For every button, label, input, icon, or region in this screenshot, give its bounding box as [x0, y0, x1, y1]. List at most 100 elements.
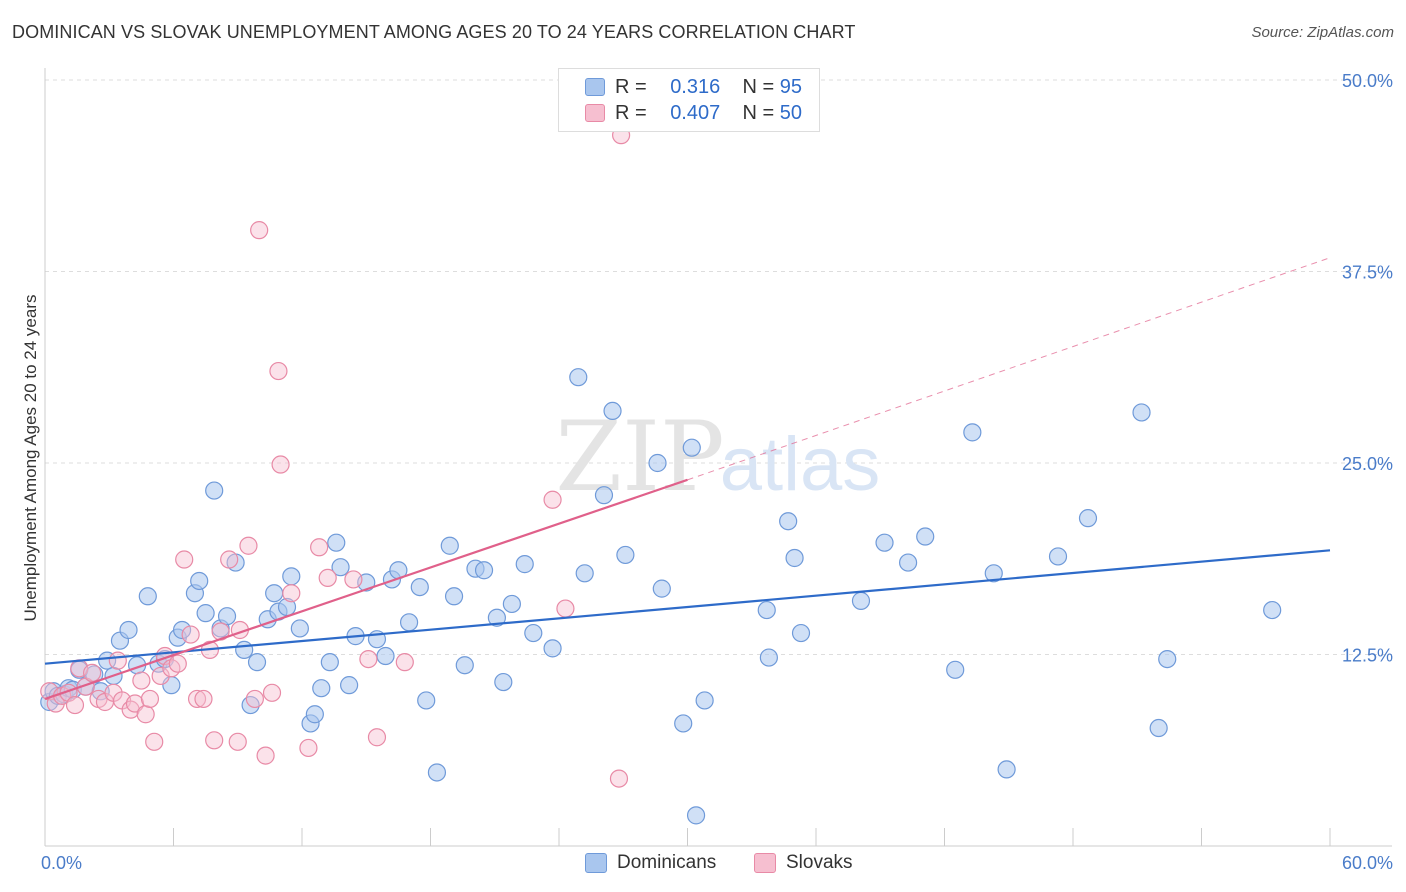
dominicans-point [603, 401, 622, 421]
slovaks-point [262, 683, 282, 702]
slovaks-point [181, 625, 200, 644]
dominicans-point [205, 481, 224, 500]
slovaks-point [609, 769, 629, 788]
legend-n-label: N = [742, 101, 775, 124]
dominicans-point [682, 438, 701, 457]
legend-r-label: R = [615, 75, 647, 98]
dominicans-point [502, 594, 521, 614]
legend-r-label: R = [615, 101, 647, 124]
dominicans-point [376, 646, 395, 666]
slovaks-point [344, 570, 363, 589]
dominicans-point [916, 527, 935, 546]
dominicans-point [1149, 718, 1168, 738]
slovaks-trend-line [44, 478, 688, 700]
slovaks-point [187, 689, 207, 709]
dominicans-point [190, 571, 209, 591]
legend-n-value: 95 [779, 75, 802, 98]
slovaks-point [250, 221, 269, 240]
slovaks-point [205, 731, 224, 750]
slovaks-point [145, 732, 164, 751]
dominicans-point [217, 607, 237, 626]
slovaks-point [299, 738, 318, 758]
slovaks-point [132, 671, 151, 690]
slovaks-point [318, 568, 337, 588]
dominicans-point [851, 591, 871, 610]
slovaks-point [310, 538, 329, 557]
y-tick-label: 25.0% [1342, 454, 1393, 474]
slovaks-point [256, 746, 275, 765]
slovaks-point [367, 728, 387, 747]
dominicans-label: Dominicans [617, 852, 717, 873]
legend-row-dominicans: R = 0.316 N = 95 [585, 75, 802, 99]
dominicans-point [791, 623, 811, 643]
legend-n-label: N = [742, 75, 775, 98]
dominicans-point [305, 705, 324, 724]
bottom-legend-dominicans: Dominicans [585, 852, 716, 874]
slovaks-point [220, 550, 239, 569]
slovaks-point [359, 649, 378, 669]
legend-r-value: 0.407 [670, 101, 721, 124]
slovaks-point [282, 584, 301, 603]
dominicans-swatch [585, 853, 607, 873]
dominicans-points [40, 368, 1282, 825]
legend-r-value: 0.316 [670, 75, 721, 98]
dominicans-point [312, 679, 331, 698]
grid-lines [45, 79, 1392, 655]
source-label: Source: ZipAtlas.com [1251, 24, 1394, 41]
y-tick-label: 50.0% [1342, 71, 1393, 91]
y-tick-label: 37.5% [1342, 263, 1393, 283]
dominicans-point [138, 587, 157, 606]
slovaks-point [175, 550, 194, 569]
dominicans-point [515, 555, 534, 574]
dominicans-point [247, 653, 267, 672]
dominicans-point [1158, 649, 1177, 669]
y-axis-label: Unemployment Among Ages 20 to 24 years [21, 295, 40, 622]
dominicans-point [524, 623, 543, 643]
dominicans-point [543, 639, 562, 658]
dominicans-point [410, 577, 429, 597]
dominicans-point [487, 608, 506, 627]
dominicans-point [196, 604, 215, 623]
dominicans-point [759, 648, 778, 667]
legend-n-value: 50 [779, 101, 802, 124]
dominicans-point [963, 423, 982, 442]
dominicans-point [875, 533, 894, 552]
dominicans-point [674, 714, 693, 733]
dominicans-point [98, 651, 117, 670]
slovaks-point [108, 651, 127, 670]
dominicans-point [616, 545, 635, 565]
slovaks-point [228, 732, 247, 751]
slovaks-point [556, 599, 575, 618]
dominicans-point [282, 567, 301, 586]
slovaks-points [40, 126, 631, 788]
slovaks-point [136, 705, 155, 724]
slovaks-point [245, 689, 264, 709]
watermark: ZIP atlas [555, 401, 880, 513]
dominicans-swatch [585, 78, 605, 96]
x-tick-label: 60.0% [1342, 853, 1393, 873]
slovaks-point [395, 653, 414, 672]
chart-title: DOMINICAN VS SLOVAK UNEMPLOYMENT AMONG A… [12, 22, 856, 42]
dominicans-point [1048, 547, 1068, 566]
slovaks-point [162, 659, 181, 678]
dominicans-point [575, 564, 594, 583]
trend-lines [44, 257, 1331, 700]
dominicans-point [340, 676, 359, 695]
dominicans-point [946, 660, 965, 679]
legend: R = 0.316 N = 95 R = 0.407 N = 50 [558, 68, 820, 132]
dominicans-point [569, 368, 588, 387]
dominicans-point [652, 579, 671, 598]
bottom-legend-slovaks: Slovaks [754, 852, 853, 874]
legend-row-slovaks: R = 0.407 N = 50 [585, 101, 802, 125]
dominicans-point [785, 548, 804, 568]
dominicans-point [984, 564, 1003, 583]
dominicans-point [594, 486, 614, 505]
slovaks-point [543, 490, 562, 509]
dominicans-point [399, 613, 419, 632]
dominicans-point [320, 653, 339, 672]
dominicans-point [997, 760, 1016, 779]
dominicans-point [290, 619, 309, 638]
slovaks-trend-extension [687, 257, 1331, 481]
dominicans-point [695, 691, 714, 710]
